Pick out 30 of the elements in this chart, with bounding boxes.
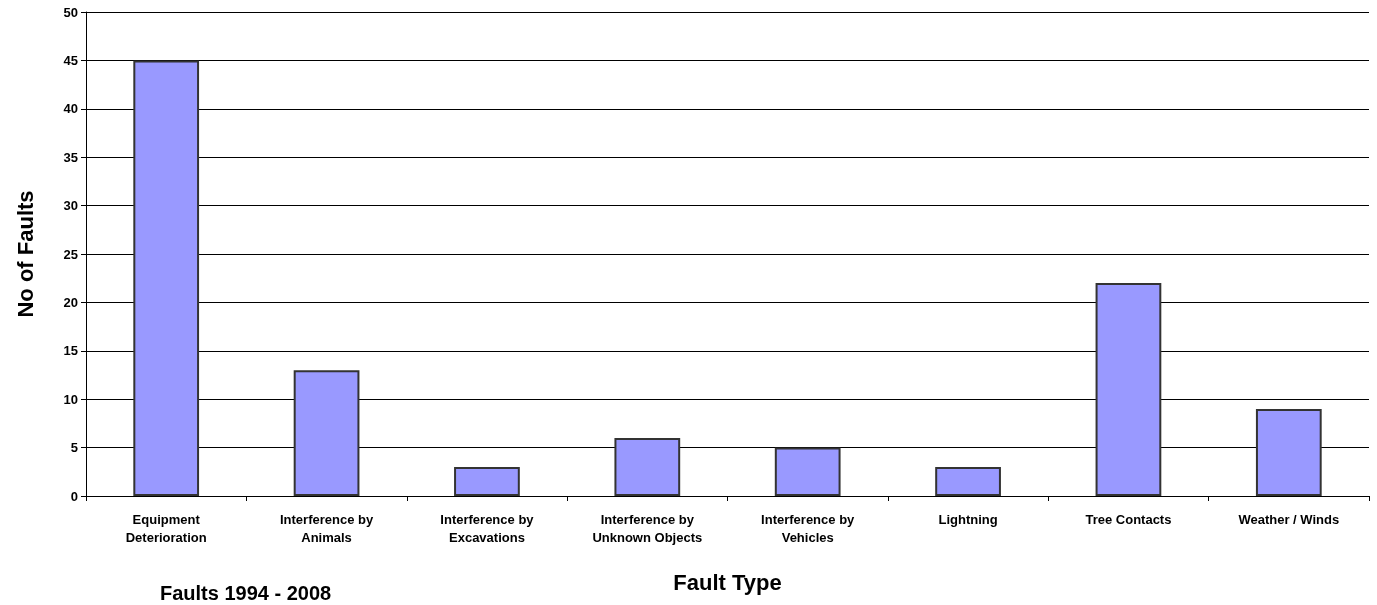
bar (133, 60, 200, 496)
y-tick-label: 35 (63, 149, 78, 165)
y-axis-title: No of Faults (12, 190, 38, 318)
y-tick-label: 50 (63, 4, 78, 20)
y-tick-label: 30 (63, 198, 78, 214)
y-tick-label: 15 (63, 343, 78, 359)
y-tick-label: 40 (63, 101, 78, 117)
bar (1095, 283, 1162, 496)
y-tick-label: 5 (70, 440, 78, 456)
bar (1255, 408, 1322, 496)
y-tick-label: 0 (70, 488, 78, 504)
bar (454, 466, 520, 496)
x-axis-title: Fault Type (673, 569, 782, 595)
y-tick-label: 45 (63, 52, 78, 68)
bar (774, 447, 841, 496)
y-tick-label: 25 (63, 246, 78, 262)
x-tick-label: Equipment Deterioration (125, 511, 207, 545)
bar (614, 437, 681, 496)
y-tick-label: 20 (63, 294, 78, 310)
x-tick-label: Weather / Winds (1238, 511, 1340, 527)
x-tick-label: Lightning (938, 511, 998, 527)
x-tick-label: Interference by Excavations (440, 511, 535, 545)
text: Faults 1994 - 2008 (160, 582, 332, 604)
y-tick-label: 10 (63, 391, 78, 407)
x-tick-label: Interference by Animals (279, 511, 374, 545)
x-tick-label: Tree Contacts (1085, 511, 1172, 527)
bar (935, 466, 1001, 496)
x-tick-label: Interference by Vehicles (761, 511, 856, 545)
x-tick-label: Interference by Unknown Objects (592, 511, 703, 545)
bar (293, 370, 360, 496)
